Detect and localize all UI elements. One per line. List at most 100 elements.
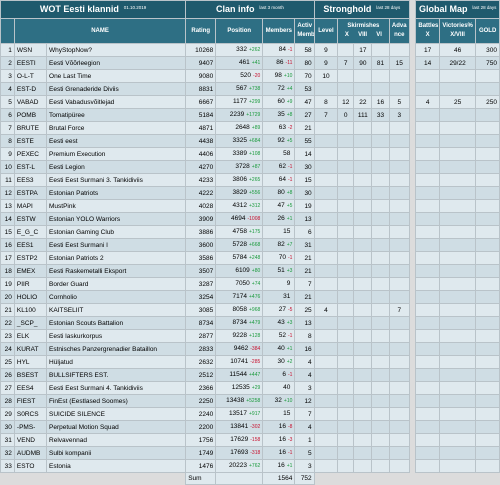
row-index: 8: [0, 134, 15, 149]
members-delta: -3: [287, 437, 293, 444]
members-value: 60: [277, 98, 285, 106]
advance: [388, 329, 410, 344]
clan-activ: 14: [294, 147, 315, 162]
position-value: 4758: [232, 228, 248, 236]
clan-activ: 53: [294, 82, 315, 97]
gold: [475, 433, 500, 448]
position-value: 13438: [226, 397, 245, 405]
position-delta: +668: [249, 242, 261, 249]
table-row: 24 KURAT Estnisches Panzergrenadier Batail…: [0, 342, 500, 357]
clan-tag: EESTI: [13, 56, 48, 71]
row-index: 16: [0, 238, 15, 253]
skirmish-viii: [353, 225, 373, 240]
clan-position: 520 -20: [215, 69, 264, 84]
clan-rating: 10268: [185, 43, 217, 58]
sum-members: 1564: [262, 472, 296, 485]
position-delta: +917: [249, 411, 261, 418]
advance: [388, 355, 410, 370]
skirmish-vi: 16: [371, 95, 390, 110]
skirmish-viii: [353, 134, 373, 149]
skirmish-viii: [353, 69, 373, 84]
clan-rating: 1756: [185, 433, 217, 448]
clan-members: 80 +8: [262, 186, 296, 201]
clan-tag: VABAD: [13, 95, 48, 110]
clan-position: 3325 +684: [215, 134, 264, 149]
clan-tag: KL100: [13, 303, 48, 318]
gold: [475, 160, 500, 175]
position-value: 3389: [232, 150, 248, 158]
clan-tag: PIIR: [13, 277, 48, 292]
clan-members: 51 +3: [262, 264, 296, 279]
gold: [475, 420, 500, 435]
position-value: 8734: [232, 319, 248, 327]
gold: [475, 459, 500, 474]
clan-position: 461 +41: [215, 56, 264, 71]
skirmish-vi: [371, 186, 390, 201]
clan-members: 43 +3: [262, 316, 296, 331]
skirmish-x: [337, 394, 355, 409]
gold: 250: [475, 95, 500, 110]
members-value: 32: [274, 397, 282, 405]
col-gold: GOLD: [475, 18, 500, 45]
members-delta: +1: [286, 463, 293, 470]
clan-members: 26 +1: [262, 212, 296, 227]
members-value: 35: [277, 111, 285, 119]
battles-x: [415, 186, 440, 201]
members-delta: +5: [286, 138, 293, 145]
gold: [475, 82, 500, 97]
row-gap: [408, 160, 417, 174]
table-row: 26 BSEST BULLSIFTERS EST. 2512 11544 +447 6 -1 4: [0, 368, 500, 383]
skirmish-viii: [353, 160, 373, 175]
advance: [388, 277, 410, 292]
stronghold-level: [313, 251, 339, 266]
position-delta: +556: [249, 190, 261, 197]
row-index: 29: [0, 407, 15, 422]
clan-activ: 4: [294, 355, 315, 370]
gold: [475, 225, 500, 240]
advance: [388, 459, 410, 474]
clan-tag: HOLIO: [13, 290, 48, 305]
skirmish-vi: [371, 264, 390, 279]
gold: [475, 277, 500, 292]
clan-rating: 8734: [185, 316, 217, 331]
clan-tag: EES3: [13, 173, 48, 188]
clan-name: Hüljatud: [46, 355, 187, 370]
position-value: 13841: [230, 423, 249, 431]
skirmish-vi: 33: [371, 108, 390, 123]
row-gap: [408, 251, 417, 265]
members-delta: -8: [287, 424, 293, 431]
stronghold-level: [313, 134, 339, 149]
table-row: 5 VABAD Eesti Vabadusvõitlejad 6667 1177 +299…: [0, 95, 500, 110]
gold: [475, 69, 500, 84]
clan-rating: 9080: [185, 69, 217, 84]
clan-activ: 4: [294, 420, 315, 435]
clan-position: 8058 +968: [215, 303, 264, 318]
position-delta: -1008: [247, 216, 261, 223]
row-index: 28: [0, 394, 15, 409]
members-delta: -2: [287, 125, 293, 132]
table-row: 2 EESTI Eesti Võõrleegion 9407 461 +41 86 -11 80…: [0, 56, 500, 71]
position-delta: +108: [249, 151, 261, 158]
clan-rating: 4028: [185, 199, 217, 214]
members-value: 92: [277, 137, 285, 145]
row-index: 21: [0, 303, 15, 318]
members-delta: +10: [283, 398, 293, 405]
members-value: 43: [277, 319, 285, 327]
position-value: 13517: [228, 410, 248, 418]
position-value: 567: [236, 85, 248, 93]
position-delta: +128: [249, 333, 261, 340]
victories: [438, 108, 477, 123]
col-activ: Activ Memb: [294, 18, 315, 45]
skirmish-x: [337, 355, 355, 370]
table-row: 15 E_G_C Estonian Gaming Club 3886 4758 +175 1…: [0, 225, 500, 240]
battles-x: [415, 394, 440, 409]
members-value: 63: [278, 124, 286, 132]
skirmish-viii: [353, 329, 373, 344]
sum-activ: 752: [294, 472, 315, 485]
row-index: 9: [0, 147, 15, 162]
victories: [438, 238, 477, 253]
title-cell: WOT Eesti klannid 01.10.2019: [0, 0, 187, 20]
victories: [438, 173, 477, 188]
clan-tag: PEXEC: [13, 147, 48, 162]
clan-name: Eesti eest: [46, 134, 187, 149]
